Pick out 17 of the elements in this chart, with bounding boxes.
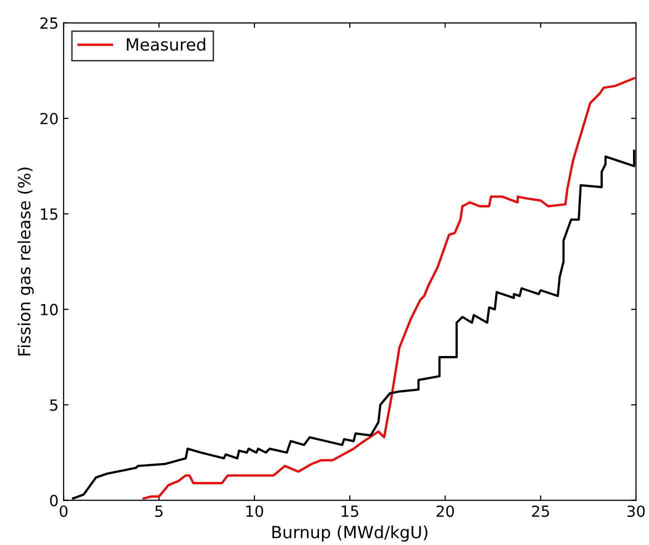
- y-axis-title: Fission gas release (%): [18, 168, 34, 356]
- x-tick-label: 25: [532, 505, 550, 517]
- x-axis-title: Burnup (MWd/kgU): [272, 526, 428, 542]
- legend-label: Measured: [126, 38, 206, 51]
- y-tick-label: 10: [40, 304, 58, 316]
- x-tick-label: 30: [627, 505, 645, 517]
- line-series: [142, 77, 636, 500]
- x-tick-label: 20: [436, 505, 454, 517]
- y-tick-label: 5: [50, 399, 58, 411]
- x-tick-label: 5: [155, 506, 163, 517]
- y-tick-label: 20: [40, 112, 58, 124]
- y-tick-label: 0: [50, 494, 58, 506]
- x-tick-label: 15: [342, 506, 358, 517]
- y-tick-label: 25: [40, 17, 58, 29]
- x-tick-label: 10: [246, 505, 264, 517]
- y-tick-label: 15: [40, 208, 58, 220]
- x-tick-label: 0: [60, 505, 68, 517]
